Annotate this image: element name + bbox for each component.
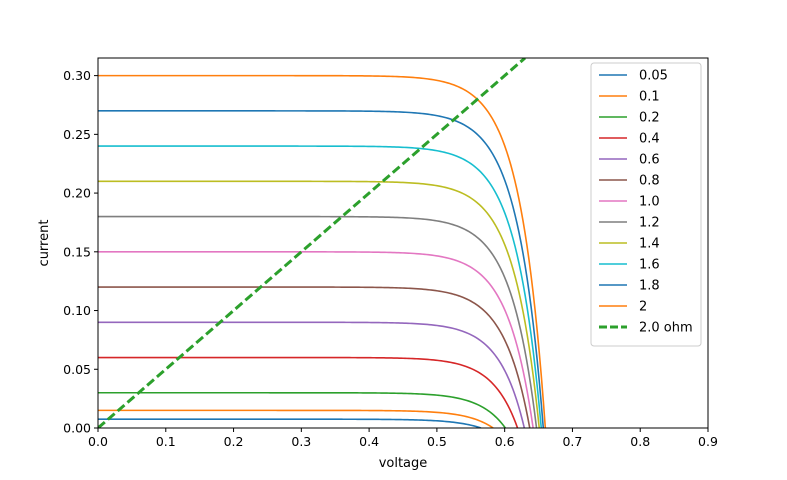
x-axis-label: voltage (379, 456, 428, 471)
series-line-1.6 (98, 145, 543, 428)
legend-label: 0.2 (639, 111, 660, 126)
data-region (98, 58, 547, 428)
series-line-0.2 (98, 391, 506, 428)
y-tick-label: 0.15 (63, 244, 91, 259)
series-line-1.4 (98, 180, 541, 428)
x-tick-label: 0.7 (562, 434, 582, 449)
plot-area (98, 58, 547, 428)
legend-label: 1.6 (639, 258, 660, 273)
legend-label: 0.05 (639, 69, 668, 84)
legend-label: 2 (639, 300, 647, 315)
series-line-0.6 (98, 321, 526, 428)
series-line-0.1 (98, 409, 494, 428)
legend-label: 0.4 (639, 132, 660, 147)
series-line-1.0 (98, 251, 534, 428)
load-line (98, 58, 526, 428)
legend-label: 2.0 ohm (639, 321, 693, 336)
legend-box (590, 62, 702, 347)
x-tick-label: 0.9 (698, 434, 718, 449)
series-line-0.4 (98, 356, 519, 428)
legend-label: 1.2 (639, 216, 660, 231)
x-tick-label: 0.8 (630, 434, 650, 449)
x-tick-label: 0.0 (88, 434, 108, 449)
x-tick-label: 0.6 (495, 434, 515, 449)
series-line-1.8 (98, 110, 545, 428)
series-line-2 (98, 74, 547, 428)
y-tick-label: 0.10 (63, 303, 91, 318)
y-tick-label: 0.05 (63, 362, 91, 377)
legend: 0.05 0.1 0.2 0.4 0.6 0.8 1.0 1.2 1.4 1.6 1.8 2 2.0 o… (590, 62, 702, 347)
legend-label: 1.8 (639, 279, 660, 294)
y-tick-label: 0.00 (63, 421, 91, 436)
y-axis-label: current (37, 220, 52, 267)
legend-label: 0.8 (639, 174, 660, 189)
legend-label: 1.0 (639, 195, 660, 210)
series-line-1.2 (98, 215, 538, 428)
x-tick-label: 0.4 (359, 434, 379, 449)
y-tick-label: 0.30 (63, 68, 91, 83)
x-tick-label: 0.1 (156, 434, 176, 449)
legend-label: 1.4 (639, 237, 660, 252)
y-tick-label: 0.25 (63, 127, 91, 142)
x-tick-label: 0.5 (427, 434, 447, 449)
axes: 0.0 0.1 0.2 0.3 0.4 0.5 0.6 0.7 0.8 0.90.000.050.… (63, 57, 718, 449)
legend-label: 0.6 (639, 153, 660, 168)
series-line-0.05 (98, 418, 482, 428)
series-line-0.8 (98, 286, 531, 428)
y-tick-label: 0.20 (63, 186, 91, 201)
legend-label: 0.1 (639, 90, 660, 105)
x-tick-label: 0.2 (224, 434, 244, 449)
axes-frame (97, 57, 709, 429)
x-tick-label: 0.3 (291, 434, 311, 449)
